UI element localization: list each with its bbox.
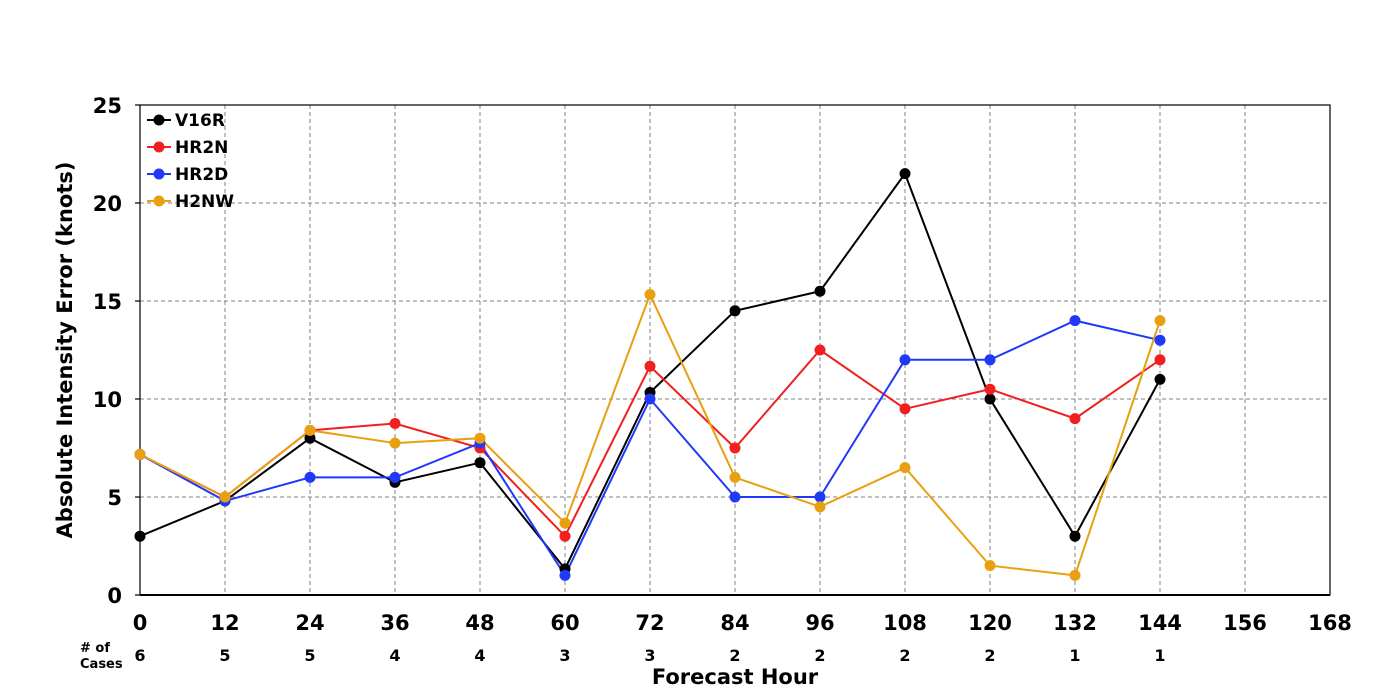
- data-point-v16r: [1069, 530, 1081, 542]
- case-count: 4: [389, 646, 400, 665]
- data-point-h2nw: [474, 432, 486, 444]
- data-point-v16r: [729, 305, 741, 317]
- data-point-hr2d: [389, 471, 401, 483]
- legend-label-v16r: V16R: [175, 111, 225, 131]
- x-tick-label: 36: [380, 611, 409, 635]
- data-point-hr2d: [814, 491, 826, 503]
- case-count: 1: [1069, 646, 1080, 665]
- case-count: 2: [984, 646, 995, 665]
- y-tick-label: 5: [107, 486, 122, 510]
- data-point-v16r: [899, 168, 911, 180]
- data-point-hr2d: [729, 491, 741, 503]
- data-point-hr2d: [304, 471, 316, 483]
- data-point-hr2n: [389, 418, 401, 429]
- data-point-h2nw: [134, 448, 146, 460]
- case-count: 4: [474, 646, 485, 665]
- case-count: 3: [559, 646, 570, 665]
- data-point-hr2n: [1069, 413, 1081, 425]
- x-tick-label: 12: [210, 611, 239, 635]
- case-counts: 6 5 5 4 4 3 3 2 2 2 2 1 1: [134, 646, 1165, 665]
- case-count: 1: [1154, 646, 1165, 665]
- y-axis-title: Absolute Intensity Error (knots): [53, 162, 77, 539]
- data-point-h2nw: [899, 462, 911, 474]
- case-count: 5: [219, 646, 230, 665]
- data-point-h2nw: [559, 517, 571, 529]
- data-point-hr2n: [644, 360, 656, 372]
- data-point-v16r: [304, 432, 316, 444]
- data-point-v16r: [474, 457, 486, 469]
- legend-label-hr2n: HR2N: [175, 138, 228, 158]
- x-tick-label: 60: [550, 611, 579, 635]
- data-point-v16r: [1154, 373, 1166, 385]
- data-point-h2nw: [1069, 569, 1081, 581]
- cases-label-line-2: Cases: [80, 657, 123, 672]
- data-point-hr2n: [559, 530, 571, 542]
- data-point-hr2n: [729, 442, 741, 454]
- legend-marker-v16r: [153, 114, 165, 126]
- data-point-hr2d: [984, 354, 996, 366]
- x-axis-title: Forecast Hour: [652, 665, 819, 689]
- data-point-hr2d: [899, 354, 911, 366]
- data-point-h2nw: [644, 289, 656, 301]
- case-count: 6: [134, 646, 145, 665]
- y-tick-label: 25: [93, 94, 122, 118]
- data-point-hr2d: [559, 569, 571, 581]
- legend: V16R HR2N HR2D H2NW: [147, 111, 234, 212]
- data-point-hr2n: [814, 344, 826, 356]
- x-tick-label: 24: [295, 611, 324, 635]
- data-point-h2nw: [729, 471, 741, 483]
- legend-marker-h2nw: [153, 195, 165, 207]
- legend-label-hr2d: HR2D: [175, 165, 228, 185]
- x-tick-label: 168: [1308, 611, 1352, 635]
- x-tick-label: 0: [133, 611, 148, 635]
- series-lines: [134, 168, 1166, 581]
- axis-ticks: 0 12 24 36 48 60 72 84 96 108 120 132 144 156 168 0 5 10 1…: [93, 94, 1352, 635]
- y-tick-label: 0: [107, 584, 122, 608]
- data-point-hr2n: [899, 403, 911, 415]
- data-point-hr2n: [984, 383, 996, 395]
- y-tick-label: 10: [93, 388, 122, 412]
- x-tick-label: 48: [465, 611, 494, 635]
- legend-label-h2nw: H2NW: [175, 192, 234, 212]
- case-count: 2: [729, 646, 740, 665]
- data-point-hr2d: [644, 393, 656, 405]
- cases-label-line-1: # of: [80, 641, 110, 656]
- data-point-hr2d: [1154, 334, 1166, 346]
- grid-lines: [140, 105, 1330, 595]
- x-tick-label: 108: [883, 611, 927, 635]
- data-point-v16r: [134, 530, 146, 542]
- case-count: 2: [899, 646, 910, 665]
- data-point-h2nw: [984, 560, 996, 572]
- x-tick-label: 132: [1053, 611, 1097, 635]
- y-tick-label: 15: [93, 290, 122, 314]
- data-point-h2nw: [389, 437, 401, 449]
- data-point-v16r: [814, 285, 826, 297]
- case-count: 2: [814, 646, 825, 665]
- legend-marker-hr2n: [153, 141, 165, 153]
- x-tick-label: 120: [968, 611, 1012, 635]
- data-point-v16r: [984, 393, 996, 405]
- data-point-hr2d: [1069, 315, 1081, 327]
- data-point-h2nw: [1154, 315, 1166, 327]
- x-tick-label: 156: [1223, 611, 1267, 635]
- data-point-h2nw: [304, 424, 316, 436]
- data-point-h2nw: [219, 491, 231, 503]
- x-tick-label: 84: [720, 611, 749, 635]
- case-count: 5: [304, 646, 315, 665]
- x-tick-label: 144: [1138, 611, 1182, 635]
- y-tick-label: 20: [93, 192, 122, 216]
- legend-marker-hr2d: [153, 168, 165, 180]
- case-count: 3: [644, 646, 655, 665]
- x-tick-label: 72: [635, 611, 664, 635]
- data-point-h2nw: [814, 501, 826, 513]
- x-tick-label: 96: [805, 611, 834, 635]
- data-point-hr2n: [1154, 354, 1166, 366]
